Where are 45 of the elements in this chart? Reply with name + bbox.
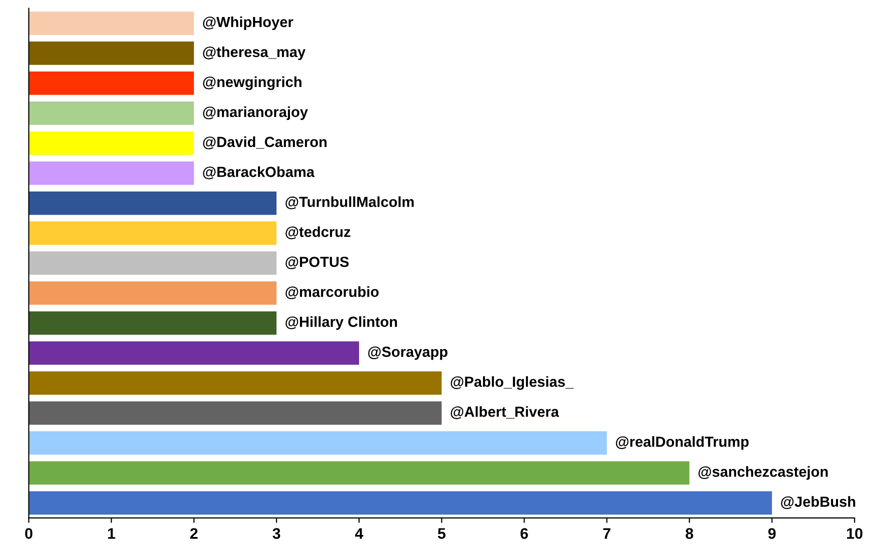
x-tick-label: 8: [686, 528, 694, 539]
x-tick-label: 5: [438, 528, 446, 539]
y-tick-label: @newgingrich: [203, 76, 302, 90]
y-tick-label: @JebBush: [781, 496, 856, 510]
bar: [28, 131, 194, 155]
x-tick-label: 4: [355, 528, 364, 539]
x-tick-label: 2: [190, 528, 198, 539]
x-tick-label: 9: [768, 528, 776, 539]
bar: [28, 161, 194, 185]
x-tick-label: 10: [847, 528, 862, 539]
x-tick-label: 7: [603, 528, 610, 539]
y-tick-label: @Pablo_Iglesias_: [450, 376, 574, 390]
y-tick-label: @BarackObama: [203, 166, 315, 180]
y-tick-label: @WhipHoyer: [203, 16, 294, 30]
y-tick-label: @Albert_Rivera: [450, 406, 560, 420]
bar: [28, 12, 194, 35]
y-tick-label: @realDonaldTrump: [616, 436, 749, 450]
x-tick-label: 1: [108, 528, 116, 539]
bar: [28, 341, 360, 365]
bar: [28, 431, 607, 455]
bar: [28, 311, 277, 335]
y-tick-label: @Hillary Clinton: [286, 316, 397, 330]
bar: [28, 42, 194, 65]
y-tick-label: @David_Cameron: [203, 136, 327, 150]
bar: [28, 191, 277, 215]
bar: [28, 221, 277, 245]
bar: [28, 371, 442, 395]
y-tick-label: @marianorajoy: [203, 106, 308, 120]
y-tick-label: @Sorayapp: [368, 346, 448, 360]
x-tick-label: 3: [272, 528, 280, 539]
y-tick-label: @POTUS: [286, 256, 349, 270]
x-tick-label: 6: [520, 528, 528, 539]
y-tick-label: @TurnbullMalcolm: [286, 196, 414, 210]
y-tick-label: @tedcruz: [286, 226, 350, 240]
bar: [28, 281, 277, 305]
y-tick-label: @sanchezcastejon: [698, 466, 828, 480]
x-tick-label: 0: [25, 528, 32, 539]
bar: [28, 102, 194, 125]
y-tick-label: @marcorubio: [286, 286, 379, 300]
y-tick-label: @theresa_may: [203, 46, 306, 60]
bar: [28, 461, 690, 485]
bar: [28, 251, 277, 275]
bar: [28, 491, 772, 515]
bar: [28, 72, 194, 95]
bar: [28, 401, 442, 425]
